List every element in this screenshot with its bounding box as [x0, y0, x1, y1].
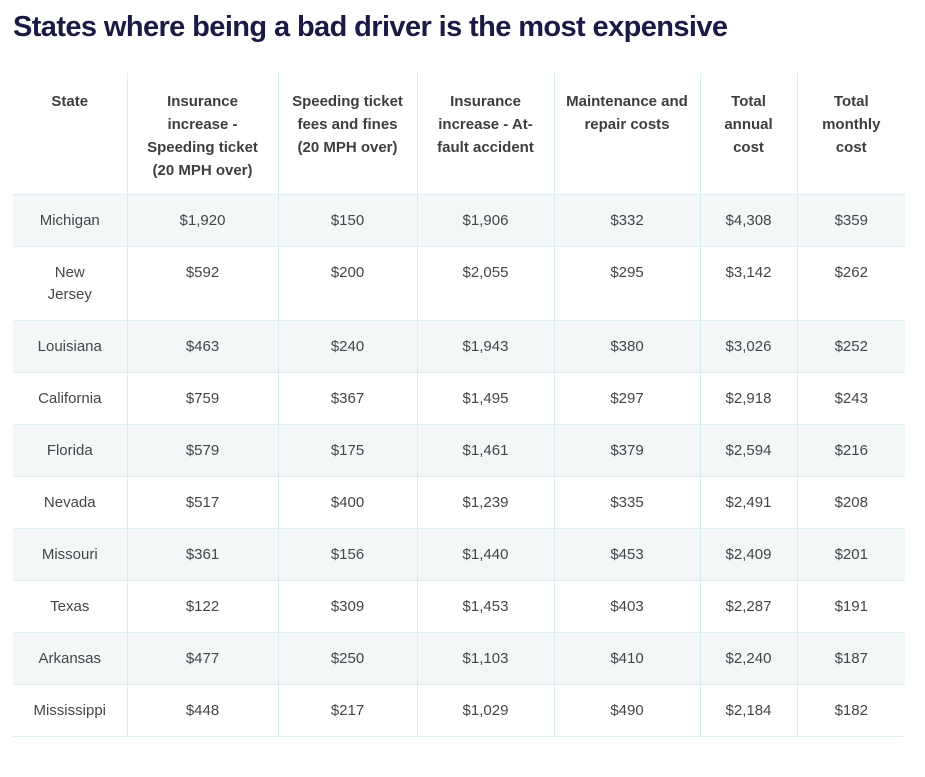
- value-cell: $200: [277, 246, 417, 321]
- table-row: Nevada $517 $400 $1,239 $335 $2,491 $208: [13, 476, 905, 529]
- state-cell: Mississippi: [33, 701, 106, 719]
- cost-table: State Insurance increase - Speeding ticke…: [13, 72, 905, 737]
- value-cell: $1,461: [416, 424, 554, 477]
- table-row: California $759 $367 $1,495 $297 $2,918 $243: [13, 372, 905, 425]
- value-cell: $1,440: [416, 528, 554, 581]
- value-cell: $4,308: [699, 194, 797, 247]
- value-cell: $490: [553, 684, 700, 737]
- table-row: Arkansas $477 $250 $1,103 $410 $2,240 $187: [13, 632, 905, 685]
- state-cell: Missouri: [41, 545, 98, 563]
- table-row: Mississippi $448 $217 $1,029 $490 $2,184 $182: [13, 684, 905, 737]
- value-cell: $1,943: [416, 320, 554, 373]
- value-cell: $309: [277, 580, 417, 633]
- table-row: Louisiana $463 $240 $1,943 $380 $3,026 $252: [13, 320, 905, 373]
- value-cell: $182: [796, 684, 905, 737]
- value-cell: $1,103: [416, 632, 554, 685]
- value-cell: $517: [126, 476, 278, 529]
- value-cell: $332: [553, 194, 700, 247]
- value-cell: $1,920: [126, 194, 278, 247]
- value-cell: $252: [796, 320, 905, 373]
- value-cell: $187: [796, 632, 905, 685]
- value-cell: $1,906: [416, 194, 554, 247]
- table-row: Florida $579 $175 $1,461 $379 $2,594 $216: [13, 424, 905, 477]
- value-cell: $208: [796, 476, 905, 529]
- column-header-5: Total annual cost: [699, 72, 797, 195]
- value-cell: $156: [277, 528, 417, 581]
- value-cell: $403: [553, 580, 700, 633]
- column-header-3: Insurance increase - At-fault accident: [416, 72, 554, 195]
- value-cell: $191: [796, 580, 905, 633]
- state-cell: Texas: [50, 597, 90, 615]
- value-cell: $2,287: [699, 580, 797, 633]
- page-title: States where being a bad driver is the m…: [13, 11, 728, 43]
- value-cell: $243: [796, 372, 905, 425]
- value-cell: $3,142: [699, 246, 797, 321]
- value-cell: $2,918: [699, 372, 797, 425]
- value-cell: $579: [126, 424, 278, 477]
- value-cell: $2,594: [699, 424, 797, 477]
- state-cell: Louisiana: [37, 337, 102, 355]
- value-cell: $240: [277, 320, 417, 373]
- value-cell: $759: [126, 372, 278, 425]
- value-cell: $1,495: [416, 372, 554, 425]
- value-cell: $2,055: [416, 246, 554, 321]
- column-header-1: Insurance increase - Speeding ticket (20…: [126, 72, 278, 195]
- value-cell: $297: [553, 372, 700, 425]
- value-cell: $1,029: [416, 684, 554, 737]
- value-cell: $2,240: [699, 632, 797, 685]
- value-cell: $262: [796, 246, 905, 321]
- column-header-6: Total monthly cost: [796, 72, 905, 195]
- value-cell: $448: [126, 684, 278, 737]
- value-cell: $1,239: [416, 476, 554, 529]
- value-cell: $217: [277, 684, 417, 737]
- value-cell: $592: [126, 246, 278, 321]
- value-cell: $335: [553, 476, 700, 529]
- table-header: State Insurance increase - Speeding ticke…: [13, 72, 905, 195]
- value-cell: $410: [553, 632, 700, 685]
- value-cell: $463: [126, 320, 278, 373]
- value-cell: $1,453: [416, 580, 554, 633]
- state-cell: New Jersey: [47, 263, 92, 303]
- state-cell: Florida: [46, 441, 93, 459]
- value-cell: $122: [126, 580, 278, 633]
- value-cell: $2,491: [699, 476, 797, 529]
- column-header-0: State: [51, 92, 89, 110]
- value-cell: $379: [553, 424, 700, 477]
- value-cell: $201: [796, 528, 905, 581]
- column-header-4: Maintenance and repair costs: [553, 72, 700, 195]
- header-row: State Insurance increase - Speeding ticke…: [13, 72, 905, 195]
- value-cell: $150: [277, 194, 417, 247]
- value-cell: $400: [277, 476, 417, 529]
- table-row: Missouri $361 $156 $1,440 $453 $2,409 $201: [13, 528, 905, 581]
- value-cell: $175: [277, 424, 417, 477]
- table-body: Michigan $1,920 $150 $1,906 $332 $4,308 $359 Ne…: [13, 194, 905, 737]
- table-row: Texas $122 $309 $1,453 $403 $2,287 $191: [13, 580, 905, 633]
- state-cell: Nevada: [43, 493, 96, 511]
- column-header-2: Speeding ticket fees and fines (20 MPH o…: [277, 72, 417, 195]
- table-row: Michigan $1,920 $150 $1,906 $332 $4,308 $359: [13, 194, 905, 247]
- value-cell: $2,184: [699, 684, 797, 737]
- value-cell: $250: [277, 632, 417, 685]
- value-cell: $3,026: [699, 320, 797, 373]
- value-cell: $2,409: [699, 528, 797, 581]
- value-cell: $361: [126, 528, 278, 581]
- value-cell: $453: [553, 528, 700, 581]
- value-cell: $380: [553, 320, 700, 373]
- state-cell: California: [38, 389, 102, 407]
- state-cell: Arkansas: [38, 649, 102, 667]
- value-cell: $367: [277, 372, 417, 425]
- value-cell: $216: [796, 424, 905, 477]
- value-cell: $359: [796, 194, 905, 247]
- value-cell: $295: [553, 246, 700, 321]
- state-cell: Michigan: [39, 211, 100, 229]
- value-cell: $477: [126, 632, 278, 685]
- table-row: New Jersey $592 $200 $2,055 $295 $3,142 $262: [13, 246, 905, 321]
